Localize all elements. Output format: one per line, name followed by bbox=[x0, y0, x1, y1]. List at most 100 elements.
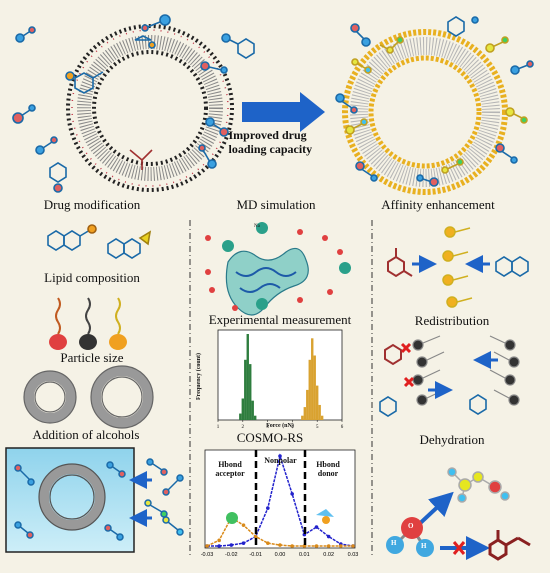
drug-molecule-icon bbox=[350, 23, 371, 47]
drug-molecule-icon bbox=[141, 14, 171, 32]
cosmo-point bbox=[326, 544, 331, 548]
histogram-tick-label: 6 bbox=[341, 425, 344, 430]
md-protein bbox=[225, 247, 309, 316]
histogram-bar bbox=[241, 398, 244, 420]
histogram-ticks: 1 2 3 4 5 6 bbox=[217, 420, 344, 430]
histogram-tick-label: 4 bbox=[291, 425, 294, 430]
drug-molecule-icon bbox=[379, 394, 487, 417]
histogram-tick-label: 5 bbox=[316, 425, 319, 430]
histogram-tick-label: 3 bbox=[266, 425, 269, 430]
cosmo-dividers bbox=[254, 450, 307, 548]
cosmo-point bbox=[253, 534, 258, 539]
cosmo-point bbox=[326, 534, 331, 539]
label-experimental-measurement: Experimental measurement bbox=[208, 312, 352, 327]
liposome-sizes bbox=[23, 365, 154, 429]
histogram-bar bbox=[249, 364, 252, 420]
drug-molecule-icon bbox=[510, 60, 534, 75]
cosmo-point bbox=[229, 543, 234, 547]
histogram-bars bbox=[239, 334, 324, 420]
drug-molecule-icon bbox=[35, 136, 58, 155]
histogram-bar bbox=[318, 404, 321, 420]
cosmo-tick-label: 0.01 bbox=[299, 552, 310, 558]
histogram-bar bbox=[239, 413, 242, 420]
drug-molecule-icon bbox=[416, 174, 439, 187]
water-h-label: H bbox=[391, 539, 397, 547]
histogram-bar bbox=[246, 334, 249, 420]
caption-affinity-enhancement: Affinity enhancement bbox=[381, 197, 495, 212]
cosmo-point bbox=[339, 544, 343, 548]
lipid-ligand-icon bbox=[351, 58, 372, 74]
lipid-composition-molecules bbox=[47, 224, 152, 259]
cosmo-point bbox=[278, 454, 282, 458]
cosmo-tick-label: -0.01 bbox=[249, 552, 262, 558]
histogram-bar bbox=[306, 389, 309, 420]
cosmo-point bbox=[217, 544, 221, 548]
cosmo-point bbox=[314, 544, 319, 548]
drug-molecule-icon bbox=[12, 104, 36, 124]
cosmo-tick-label: 0.00 bbox=[275, 552, 286, 558]
cosmo-ticks: -0.03 -0.02 -0.01 0.00 0.01 0.02 0.03 bbox=[201, 552, 359, 558]
drug-molecule-icon bbox=[65, 71, 104, 94]
drug-molecule-icon bbox=[205, 117, 229, 137]
cosmo-tick-label: -0.03 bbox=[201, 552, 214, 558]
drug-molecule-icon bbox=[384, 343, 402, 366]
cosmo-point bbox=[302, 544, 307, 548]
label-addition-of-alcohols: Addition of alcohols bbox=[32, 427, 140, 442]
cosmo-region-acceptor: Hbond acceptor bbox=[215, 460, 245, 478]
histogram-bar bbox=[313, 355, 316, 420]
drug-molecules-top-right bbox=[335, 16, 534, 187]
lipid-tails-icons bbox=[49, 297, 127, 350]
histogram-bar bbox=[251, 400, 254, 420]
cosmo-point bbox=[278, 543, 282, 547]
liposome-gold bbox=[342, 29, 508, 195]
na-ion-label: Na bbox=[254, 224, 260, 229]
drug-molecule-icon bbox=[129, 149, 153, 170]
lipid-ligand-icon bbox=[345, 118, 368, 135]
cosmo-point bbox=[290, 544, 294, 548]
histogram-bar bbox=[301, 415, 304, 420]
cosmo-region-nonpolar: Nonpolar bbox=[264, 456, 297, 465]
caption-md-simulation: MD simulation bbox=[236, 197, 316, 212]
drug-molecule-icon bbox=[49, 162, 67, 193]
water-molecule bbox=[386, 517, 434, 557]
drug-molecule-icon bbox=[15, 26, 36, 43]
gold-lipids bbox=[442, 226, 473, 308]
label-particle-size: Particle size bbox=[60, 350, 124, 365]
dehydration-lipids bbox=[379, 335, 520, 417]
label-cosmo-rs: COSMO-RS bbox=[236, 430, 304, 445]
histogram-frame bbox=[217, 329, 343, 421]
drug-molecule-icon bbox=[495, 143, 518, 164]
label-lipid-composition: Lipid composition bbox=[44, 270, 140, 285]
drug-molecule-icon bbox=[387, 248, 413, 278]
histogram-bar bbox=[308, 359, 311, 420]
water-o-label: O bbox=[408, 522, 414, 530]
liposome-dark bbox=[66, 24, 234, 192]
water-h-label: H bbox=[421, 542, 427, 550]
na-ions bbox=[222, 222, 351, 310]
drug-molecule-icon bbox=[447, 16, 479, 37]
histogram-bar bbox=[254, 415, 257, 420]
cross-icon bbox=[452, 541, 466, 555]
caption-drug-modification: Drug modification bbox=[43, 197, 141, 212]
label-redistribution: Redistribution bbox=[414, 313, 490, 328]
cosmo-point bbox=[266, 541, 270, 545]
cosmo-frame bbox=[204, 449, 356, 549]
lipid-ligand-icon bbox=[485, 36, 509, 53]
cosmo-point bbox=[205, 544, 209, 548]
md-water bbox=[205, 229, 343, 311]
cosmo-point bbox=[217, 538, 221, 543]
histogram-bar bbox=[244, 359, 247, 420]
cosmo-point bbox=[241, 523, 246, 527]
histogram-bar bbox=[316, 385, 319, 420]
cosmo-tick-label: 0.03 bbox=[348, 552, 359, 558]
drug-molecule-icon bbox=[355, 161, 378, 182]
cosmo-point bbox=[351, 544, 355, 548]
drug-molecule-icon bbox=[221, 33, 255, 59]
cosmo-region-donor: Hbond donor bbox=[316, 460, 340, 478]
improvement-arrow bbox=[242, 92, 325, 132]
redistribution-graphic bbox=[387, 226, 529, 308]
dehydration-alcohol bbox=[447, 467, 510, 503]
cosmo-tick-label: -0.02 bbox=[225, 552, 238, 558]
cosmo-point bbox=[290, 492, 294, 496]
